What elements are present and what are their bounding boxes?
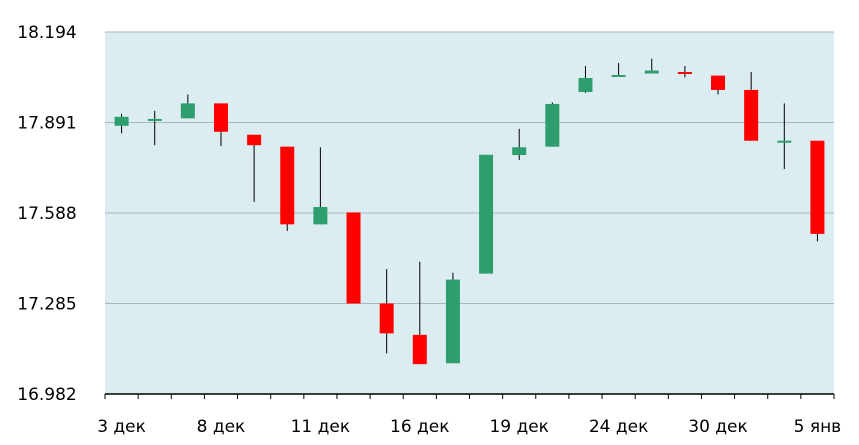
candle bbox=[445, 272, 460, 364]
candle bbox=[644, 58, 659, 74]
y-tick-label: 18.194 bbox=[17, 23, 76, 43]
candle-body-down bbox=[379, 303, 394, 334]
candle bbox=[677, 66, 692, 78]
candle bbox=[578, 66, 593, 93]
x-axis-ticks bbox=[104, 394, 835, 399]
candle-body-down bbox=[346, 212, 361, 304]
y-axis-labels: 18.194 17.891 17.588 17.285 16.982 bbox=[17, 23, 76, 405]
candles bbox=[114, 58, 825, 365]
candle bbox=[545, 102, 560, 147]
y-tick-label: 17.285 bbox=[17, 295, 76, 315]
x-tick-label: 8 дек bbox=[197, 417, 246, 437]
candle bbox=[247, 134, 262, 202]
candle bbox=[379, 269, 394, 354]
y-tick-label: 16.982 bbox=[17, 385, 76, 405]
candle-body-down bbox=[280, 146, 295, 225]
candle-body-up bbox=[578, 77, 593, 93]
candle-body-down bbox=[247, 134, 262, 146]
candle-body-up bbox=[180, 103, 195, 119]
candle bbox=[412, 261, 427, 365]
x-tick-label: 11 дек bbox=[291, 417, 351, 437]
candle bbox=[213, 103, 228, 147]
candle bbox=[777, 103, 792, 170]
candle bbox=[711, 75, 726, 95]
candle bbox=[147, 110, 162, 146]
x-tick-label: 24 дек bbox=[589, 417, 649, 437]
candle-body-up bbox=[777, 140, 792, 143]
x-tick-label: 30 дек bbox=[688, 417, 748, 437]
candle bbox=[810, 140, 825, 242]
candle-body-up bbox=[611, 75, 626, 78]
candle bbox=[114, 113, 129, 134]
candle-body-down bbox=[677, 72, 692, 75]
candle-body-up bbox=[512, 147, 527, 156]
candle-body-up bbox=[545, 103, 560, 147]
candle bbox=[280, 146, 295, 231]
y-tick-label: 17.891 bbox=[17, 114, 76, 134]
candle-body-up bbox=[479, 154, 494, 274]
candle bbox=[512, 128, 527, 161]
candle bbox=[180, 94, 195, 119]
candle-body-up bbox=[445, 279, 460, 364]
candle-body-up bbox=[313, 207, 328, 225]
candle bbox=[744, 72, 759, 141]
x-tick-label: 3 дек bbox=[97, 417, 146, 437]
candle-body-up bbox=[147, 118, 162, 121]
candle-body-down bbox=[711, 75, 726, 90]
candle bbox=[611, 63, 626, 78]
candle-body-down bbox=[744, 89, 759, 141]
candle-body-up bbox=[114, 116, 129, 126]
candle-body-down bbox=[412, 334, 427, 365]
x-axis-labels: 3 дек 8 дек 11 дек 16 дек 19 дек 24 дек 30 дек… bbox=[97, 417, 841, 437]
candle-body-up bbox=[644, 70, 659, 74]
candle bbox=[346, 212, 361, 304]
candle-body-down bbox=[213, 103, 228, 132]
x-tick-label: 16 дек bbox=[390, 417, 450, 437]
candle-body-down bbox=[810, 140, 825, 234]
y-tick-label: 17.588 bbox=[17, 204, 76, 224]
candle bbox=[479, 154, 494, 274]
x-tick-label: 5 янв bbox=[794, 417, 842, 437]
x-tick-label: 19 дек bbox=[489, 417, 549, 437]
candle bbox=[313, 147, 328, 225]
